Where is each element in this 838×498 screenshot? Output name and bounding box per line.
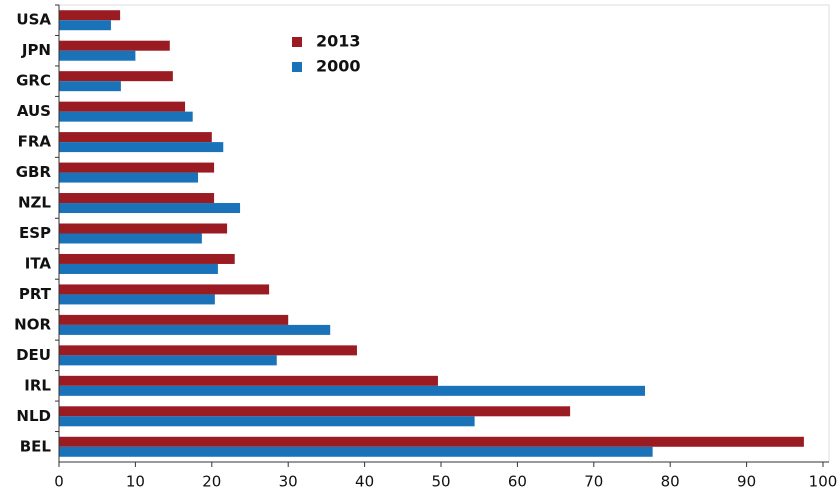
bar — [59, 20, 111, 31]
x-tick-label: 70 — [584, 473, 603, 491]
legend-swatch — [292, 62, 302, 72]
x-tick-label: 20 — [202, 473, 221, 491]
x-tick-label: 30 — [279, 473, 298, 491]
bar — [59, 101, 186, 112]
y-tick-label: FRA — [18, 133, 52, 151]
bar — [59, 406, 571, 417]
y-tick-label: ESP — [19, 224, 51, 242]
x-tick-label: 100 — [809, 473, 838, 491]
bar — [59, 284, 270, 295]
y-tick-label: PRT — [19, 285, 52, 303]
x-tick-label: 50 — [431, 473, 450, 491]
bar — [59, 71, 173, 82]
bar — [59, 385, 645, 396]
bar — [59, 375, 438, 386]
bar — [59, 40, 170, 51]
bar — [59, 81, 121, 92]
y-tick-label: NZL — [18, 194, 51, 212]
bar — [59, 203, 241, 214]
y-tick-label: NOR — [14, 315, 51, 333]
bar — [59, 416, 475, 427]
legend-label: 2000 — [316, 57, 361, 76]
legend-label: 2013 — [316, 32, 361, 51]
bar — [59, 142, 224, 153]
x-tick-label: 80 — [661, 473, 680, 491]
y-tick-label: BEL — [20, 437, 52, 455]
legend-swatch — [292, 37, 302, 47]
bar — [59, 50, 136, 61]
bar — [59, 355, 277, 366]
bar — [59, 345, 357, 356]
bar — [59, 132, 212, 143]
bar — [59, 162, 215, 173]
y-tick-label: AUS — [17, 102, 51, 120]
bar — [59, 193, 215, 204]
bar — [59, 233, 202, 244]
y-tick-label: IRL — [24, 376, 51, 394]
bar — [59, 111, 193, 122]
bar — [59, 436, 804, 447]
bar — [59, 324, 331, 335]
bar — [59, 253, 235, 264]
x-tick-label: 0 — [54, 473, 64, 491]
bar — [59, 172, 199, 183]
y-tick-label: JPN — [21, 41, 51, 59]
y-tick-label: NLD — [16, 407, 51, 425]
bar — [59, 10, 121, 21]
bar — [59, 294, 215, 305]
y-tick-label: USA — [16, 11, 51, 29]
bar — [59, 223, 228, 234]
bar — [59, 314, 289, 325]
bar — [59, 446, 653, 457]
x-tick-label: 10 — [126, 473, 145, 491]
y-tick-label: GBR — [16, 163, 52, 181]
x-tick-label: 40 — [355, 473, 374, 491]
x-tick-label: 90 — [737, 473, 756, 491]
x-tick-label: 60 — [508, 473, 527, 491]
y-tick-label: ITA — [25, 254, 52, 272]
y-tick-label: DEU — [16, 346, 51, 364]
bar — [59, 263, 218, 274]
y-tick-label: GRC — [16, 72, 51, 90]
